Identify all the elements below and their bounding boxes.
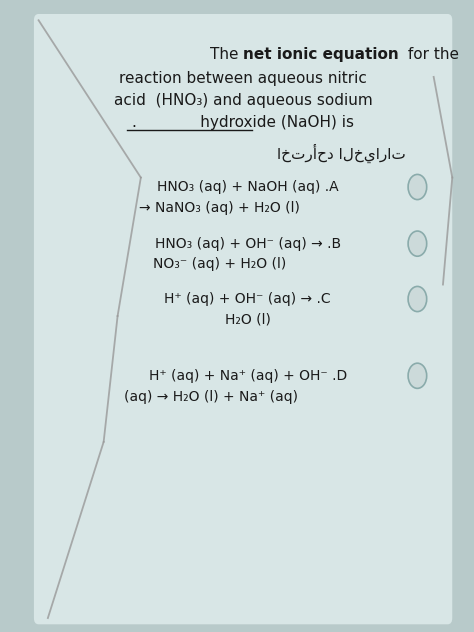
Text: .             hydroxide (NaOH) is: . hydroxide (NaOH) is <box>132 114 354 130</box>
Circle shape <box>408 286 427 312</box>
Text: HNO₃ (aq) + OH⁻ (aq) → .B: HNO₃ (aq) + OH⁻ (aq) → .B <box>155 236 341 251</box>
Text: H⁺ (aq) + Na⁺ (aq) + OH⁻ .D: H⁺ (aq) + Na⁺ (aq) + OH⁻ .D <box>149 369 347 383</box>
Circle shape <box>408 231 427 256</box>
Circle shape <box>408 174 427 200</box>
Text: The: The <box>210 47 243 63</box>
Text: اخترأحد الخيارات: اخترأحد الخيارات <box>277 144 406 163</box>
Text: NO₃⁻ (aq) + H₂O (l): NO₃⁻ (aq) + H₂O (l) <box>153 257 286 271</box>
Text: (aq) → H₂O (l) + Na⁺ (aq): (aq) → H₂O (l) + Na⁺ (aq) <box>124 389 298 404</box>
Text: → NaNO₃ (aq) + H₂O (l): → NaNO₃ (aq) + H₂O (l) <box>139 201 301 215</box>
Text: reaction between aqueous nitric: reaction between aqueous nitric <box>119 71 367 86</box>
Text: acid  (HNO₃) and aqueous sodium: acid (HNO₃) and aqueous sodium <box>114 93 373 107</box>
Text: H₂O (l): H₂O (l) <box>225 313 271 327</box>
Text: HNO₃ (aq) + NaOH (aq) .A: HNO₃ (aq) + NaOH (aq) .A <box>157 180 338 194</box>
Text: for the: for the <box>403 47 459 63</box>
Text: net ionic equation: net ionic equation <box>243 47 399 63</box>
Circle shape <box>408 363 427 388</box>
FancyBboxPatch shape <box>34 14 452 624</box>
Text: H⁺ (aq) + OH⁻ (aq) → .C: H⁺ (aq) + OH⁻ (aq) → .C <box>164 292 331 306</box>
